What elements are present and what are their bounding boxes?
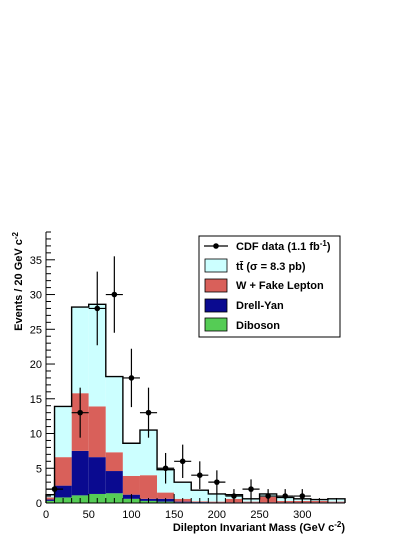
y-tick-label-0: 0 xyxy=(36,498,42,510)
bar-drell-yan-3 xyxy=(88,457,106,494)
bar-w-fake-lepton-3 xyxy=(88,406,106,458)
axes: 0 5 10 15 20 25 30 35 0 50 100 150 200 250 300 xyxy=(30,231,345,521)
legend-label-data: CDF data (1.1 fb-1) xyxy=(236,239,331,253)
x-tick-label-0: 0 xyxy=(43,509,49,521)
x-tick-label-300: 300 xyxy=(293,509,311,521)
y-tick-label-15: 15 xyxy=(30,394,42,406)
x-tick-label-100: 100 xyxy=(122,509,140,521)
data-point-7 xyxy=(174,444,192,478)
y-tick-label-30: 30 xyxy=(30,290,42,302)
data-point-4 xyxy=(122,348,140,408)
bar-w-fake-lepton-0 xyxy=(46,497,55,500)
data-point-3 xyxy=(105,256,123,333)
x-tick-label-150: 150 xyxy=(165,509,183,521)
data-point-1 xyxy=(71,387,89,438)
x-tick-label-50: 50 xyxy=(83,509,95,521)
bar-w-fake-lepton-5 xyxy=(122,475,140,495)
data-point-8 xyxy=(191,461,209,490)
bar-diboson-0 xyxy=(46,500,55,503)
data-point-6 xyxy=(157,452,175,484)
bar-tt-8-3-pb--9 xyxy=(191,490,209,502)
x-tick-label-200: 200 xyxy=(208,509,226,521)
legend: CDF data (1.1 fb-1) tt̄ (σ = 8.3 pb) W +… xyxy=(198,235,341,338)
bar-drell-yan-1 xyxy=(54,485,72,498)
bar-tt-8-3-pb--8 xyxy=(174,482,192,499)
data-point-2 xyxy=(88,271,106,346)
y-tick-label-10: 10 xyxy=(30,429,42,441)
bar-drell-yan-2 xyxy=(71,450,89,496)
data-point-9 xyxy=(208,470,226,494)
bar-drell-yan-4 xyxy=(105,471,123,494)
legend-label-diboson: Diboson xyxy=(236,320,280,332)
legend-swatch-ttbar xyxy=(204,258,228,273)
bar-w-fake-lepton-4 xyxy=(105,452,123,472)
y-tick-label-25: 25 xyxy=(30,324,42,336)
data-point-5 xyxy=(139,387,158,438)
bar-w-fake-lepton-1 xyxy=(54,457,72,486)
bar-tt-8-3-pb--5 xyxy=(122,443,140,476)
legend-swatch-drellyan xyxy=(204,298,228,313)
y-tick-label-35: 35 xyxy=(30,255,42,267)
data-points xyxy=(46,256,311,503)
data-point-11 xyxy=(242,479,260,499)
y-tick-label-20: 20 xyxy=(30,359,42,371)
legend-label-ttbar: tt̄ (σ = 8.3 pb) xyxy=(236,261,306,273)
bar-w-fake-lepton-7 xyxy=(157,492,175,499)
bar-drell-yan-0 xyxy=(46,499,55,501)
bar-tt-8-3-pb--3 xyxy=(88,304,106,407)
legend-label-drellyan: Drell-Yan xyxy=(236,300,284,312)
y-tick-label-5: 5 xyxy=(36,463,42,475)
legend-data-marker xyxy=(213,243,219,249)
bar-tt-8-3-pb--4 xyxy=(105,376,123,453)
legend-swatch-wfake xyxy=(204,278,228,293)
bar-tt-8-3-pb--6 xyxy=(139,430,158,476)
x-tick-label-250: 250 xyxy=(250,509,268,521)
bar-w-fake-lepton-6 xyxy=(139,475,158,499)
x-axis-title: Dilepton Invariant Mass (GeV c-2) xyxy=(173,520,346,534)
data-point-10 xyxy=(225,489,243,503)
bar-tt-8-3-pb--2 xyxy=(71,307,89,394)
legend-label-wfake: W + Fake Lepton xyxy=(236,280,324,292)
legend-swatch-diboson xyxy=(204,317,228,332)
bar-tt-8-3-pb--1 xyxy=(54,406,72,458)
y-axis-title: Events / 20 GeV c-2 xyxy=(11,231,25,330)
